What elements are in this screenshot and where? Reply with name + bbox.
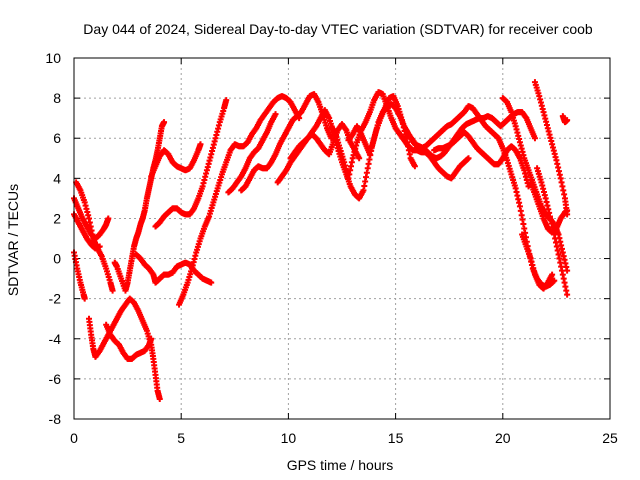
plot-frame xyxy=(73,57,611,420)
data-point xyxy=(411,163,418,170)
chart-title: Day 044 of 2024, Sidereal Day-to-day VTE… xyxy=(83,21,593,37)
series-arc26 xyxy=(559,113,571,126)
series-arc5 xyxy=(86,295,163,402)
series-arc18 xyxy=(403,109,538,162)
data-point xyxy=(551,277,558,284)
series-arc7 xyxy=(111,119,168,294)
data-point xyxy=(549,271,556,278)
y-tick-label: 2 xyxy=(53,210,61,226)
series-arc24 xyxy=(527,179,571,236)
data-point xyxy=(156,395,163,402)
data-point xyxy=(564,267,571,274)
y-axis-label: SDTVAR / TECUs xyxy=(5,184,21,296)
data-point xyxy=(564,117,571,124)
data-point xyxy=(531,135,538,142)
x-tick-label: 5 xyxy=(177,430,185,446)
y-tick-label: 4 xyxy=(53,170,61,186)
y-tick-label: 6 xyxy=(53,130,61,146)
series-arc6 xyxy=(103,321,155,362)
data-point xyxy=(161,119,168,126)
series-arc1 xyxy=(71,249,88,302)
y-tick-label: -4 xyxy=(49,331,62,347)
data-point xyxy=(223,97,230,104)
data-point xyxy=(148,335,155,342)
data-point xyxy=(81,295,88,302)
y-tick-label: 10 xyxy=(45,50,61,66)
x-tick-label: 0 xyxy=(70,430,78,446)
data-point xyxy=(564,207,571,214)
data-point xyxy=(564,291,571,298)
series-arc23 xyxy=(534,165,571,298)
data-point xyxy=(105,215,112,222)
y-tick-label: -8 xyxy=(49,411,62,427)
series-arc9 xyxy=(148,141,204,180)
series-arc25 xyxy=(519,231,556,292)
y-tick-label: -6 xyxy=(49,371,62,387)
data-point xyxy=(109,287,116,294)
series-arc19 xyxy=(431,129,532,190)
series-arc4 xyxy=(71,211,103,252)
data-point xyxy=(208,279,215,286)
series-arc10 xyxy=(152,97,230,230)
y-tick-label: 0 xyxy=(53,251,61,267)
data-point xyxy=(272,111,279,118)
x-tick-label: 15 xyxy=(388,430,404,446)
data-points xyxy=(71,79,571,402)
series-arc11 xyxy=(176,93,303,308)
data-point xyxy=(96,243,103,250)
x-tick-label: 20 xyxy=(495,430,511,446)
y-tick-label: 8 xyxy=(53,90,61,106)
x-tick-label: 10 xyxy=(281,430,297,446)
series-arc3 xyxy=(73,179,116,294)
data-point xyxy=(197,141,204,148)
data-point xyxy=(465,155,472,162)
data-point xyxy=(356,155,363,162)
series-arc8 xyxy=(133,251,215,286)
y-tick-label: -2 xyxy=(49,291,62,307)
x-tick-label: 25 xyxy=(602,430,618,446)
x-axis-label: GPS time / hours xyxy=(287,457,394,473)
series-arc12 xyxy=(225,111,279,196)
